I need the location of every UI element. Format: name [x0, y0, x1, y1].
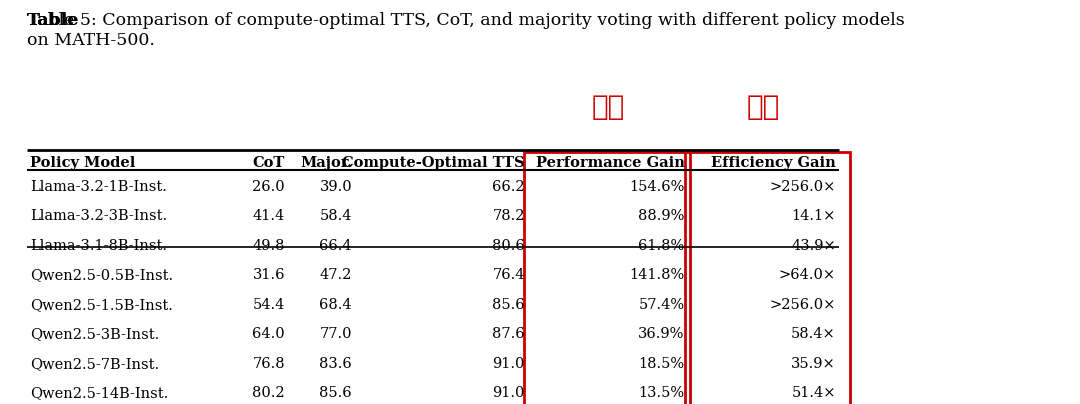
Text: 36.9%: 36.9%	[638, 327, 685, 341]
Text: 68.4: 68.4	[320, 298, 352, 311]
Text: Qwen2.5-0.5B-Inst.: Qwen2.5-0.5B-Inst.	[30, 268, 174, 282]
Text: Major.: Major.	[300, 156, 352, 170]
Text: Efficiency Gain: Efficiency Gain	[711, 156, 836, 170]
Text: 76.4: 76.4	[492, 268, 525, 282]
Text: 78.2: 78.2	[492, 209, 525, 223]
Text: 41.4: 41.4	[253, 209, 285, 223]
Text: >256.0×: >256.0×	[770, 298, 836, 311]
Text: 66.2: 66.2	[492, 180, 525, 194]
Text: 49.8: 49.8	[253, 239, 285, 252]
Text: 85.6: 85.6	[492, 298, 525, 311]
Text: 76.8: 76.8	[253, 357, 285, 370]
Text: CoT: CoT	[253, 156, 285, 170]
Text: 91.0: 91.0	[492, 357, 525, 370]
Text: 35.9×: 35.9×	[792, 357, 836, 370]
Text: >64.0×: >64.0×	[779, 268, 836, 282]
Text: 85.6: 85.6	[320, 386, 352, 400]
Text: Llama-3.2-3B-Inst.: Llama-3.2-3B-Inst.	[30, 209, 167, 223]
Text: 64.0: 64.0	[253, 327, 285, 341]
Text: 47.2: 47.2	[320, 268, 352, 282]
Text: 61.8%: 61.8%	[638, 239, 685, 252]
Text: Table: Table	[27, 12, 79, 29]
Text: Llama-3.1-8B-Inst.: Llama-3.1-8B-Inst.	[30, 239, 167, 252]
Text: 51.4×: 51.4×	[792, 386, 836, 400]
Text: 13.5%: 13.5%	[638, 386, 685, 400]
Text: Table 5: Comparison of compute-optimal TTS, CoT, and majority voting with differ: Table 5: Comparison of compute-optimal T…	[27, 12, 905, 49]
Text: 154.6%: 154.6%	[630, 180, 685, 194]
Text: 58.4×: 58.4×	[792, 327, 836, 341]
Text: Llama-3.2-1B-Inst.: Llama-3.2-1B-Inst.	[30, 180, 167, 194]
Text: 效率: 效率	[747, 93, 780, 121]
Text: 58.4: 58.4	[320, 209, 352, 223]
Text: Policy Model: Policy Model	[30, 156, 136, 170]
Text: 54.4: 54.4	[253, 298, 285, 311]
Text: 31.6: 31.6	[253, 268, 285, 282]
Text: 88.9%: 88.9%	[638, 209, 685, 223]
Text: 91.0: 91.0	[492, 386, 525, 400]
Text: 87.6: 87.6	[492, 327, 525, 341]
Text: 80.6: 80.6	[492, 239, 525, 252]
Text: 141.8%: 141.8%	[630, 268, 685, 282]
Text: >256.0×: >256.0×	[770, 180, 836, 194]
Text: Compute-Optimal TTS: Compute-Optimal TTS	[342, 156, 525, 170]
Text: 效果: 效果	[592, 93, 624, 121]
Text: 83.6: 83.6	[320, 357, 352, 370]
Text: 26.0: 26.0	[253, 180, 285, 194]
Text: 66.4: 66.4	[320, 239, 352, 252]
Text: 77.0: 77.0	[320, 327, 352, 341]
Text: 57.4%: 57.4%	[638, 298, 685, 311]
Text: 80.2: 80.2	[253, 386, 285, 400]
Text: Qwen2.5-1.5B-Inst.: Qwen2.5-1.5B-Inst.	[30, 298, 173, 311]
Text: Performance Gain: Performance Gain	[536, 156, 685, 170]
Text: Qwen2.5-7B-Inst.: Qwen2.5-7B-Inst.	[30, 357, 160, 370]
Text: 43.9×: 43.9×	[792, 239, 836, 252]
Text: 14.1×: 14.1×	[792, 209, 836, 223]
Text: Qwen2.5-14B-Inst.: Qwen2.5-14B-Inst.	[30, 386, 168, 400]
Text: Qwen2.5-3B-Inst.: Qwen2.5-3B-Inst.	[30, 327, 160, 341]
Text: 39.0: 39.0	[320, 180, 352, 194]
Text: Table: Table	[27, 12, 79, 29]
Text: 18.5%: 18.5%	[638, 357, 685, 370]
